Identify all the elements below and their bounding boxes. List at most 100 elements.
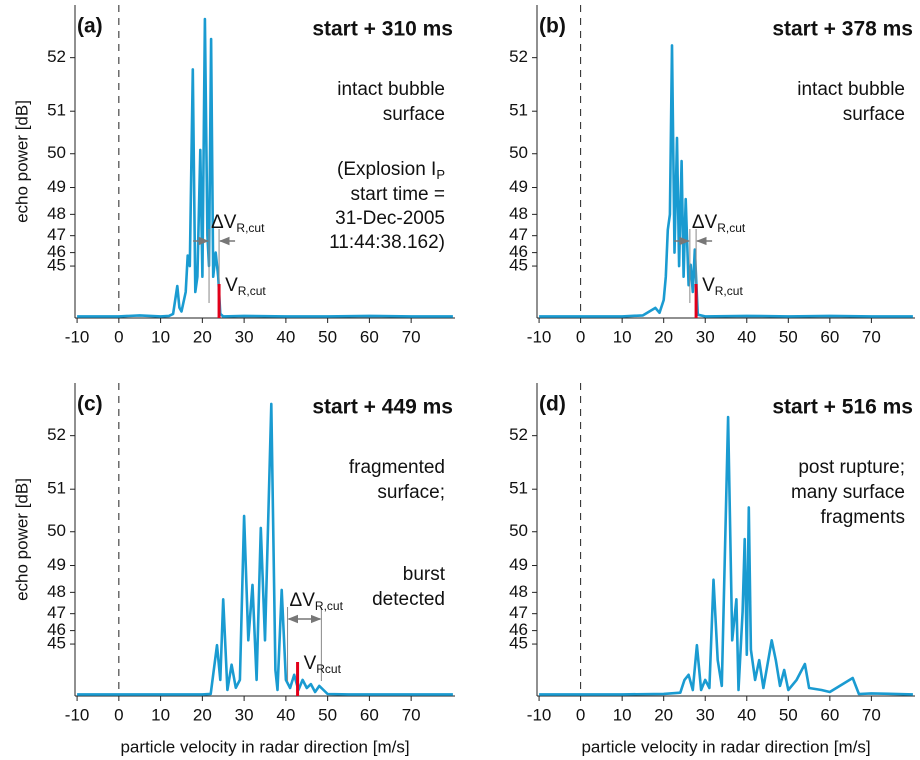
y-tick-label: 49 <box>47 177 66 196</box>
y-axis-label: echo power [dB] <box>12 478 31 601</box>
y-tick-label: 47 <box>47 603 66 622</box>
delta-label: ΔVR,cut <box>692 212 746 235</box>
x-tick-label: 50 <box>318 327 337 346</box>
y-tick-label: 51 <box>509 101 528 120</box>
y-tick-label: 45 <box>47 634 66 653</box>
x-tick-label: 40 <box>737 327 756 346</box>
echo-curve <box>77 17 453 318</box>
cut-label-main: V <box>702 275 715 296</box>
x-axis-label: particle velocity in radar direction [m/… <box>120 737 409 756</box>
x-tick-label: 60 <box>820 705 839 724</box>
note-line: fragments <box>821 507 905 528</box>
y-tick-label: 47 <box>509 225 528 244</box>
delta-label-main: ΔV <box>211 212 237 233</box>
note-line: many surface <box>791 482 905 503</box>
x-tick-label: -10 <box>65 327 90 346</box>
explosion-line: 31-Dec-2005 <box>335 208 445 229</box>
panel-label: (b) <box>539 15 566 38</box>
y-tick-label: 46 <box>47 620 66 639</box>
explosion-prefix: (Explosion I <box>337 159 436 180</box>
x-tick-label: 10 <box>151 327 170 346</box>
y-tick-label: 52 <box>47 47 66 66</box>
note-line: surface <box>843 104 905 125</box>
x-tick-label: 30 <box>235 705 254 724</box>
y-tick-label: 49 <box>47 555 66 574</box>
y-tick-label: 50 <box>47 521 66 540</box>
explosion-line: start time = <box>351 184 446 205</box>
x-tick-label: 0 <box>576 705 585 724</box>
x-tick-label: 70 <box>402 705 421 724</box>
x-tick-label: -10 <box>527 705 552 724</box>
x-tick-label: 50 <box>318 705 337 724</box>
echo-curve <box>539 44 913 318</box>
x-tick-label: 20 <box>654 327 673 346</box>
y-tick-label: 49 <box>509 555 528 574</box>
x-tick-label: 0 <box>114 705 123 724</box>
x-tick-label: 40 <box>737 705 756 724</box>
y-tick-label: 52 <box>509 47 528 66</box>
y-tick-label: 48 <box>509 582 528 601</box>
y-tick-label: 51 <box>47 479 66 498</box>
note-line: post rupture; <box>798 457 905 478</box>
x-tick-label: 10 <box>613 327 632 346</box>
panel-title: start + 516 ms <box>772 396 913 419</box>
y-tick-label: 50 <box>509 521 528 540</box>
panel-title: start + 310 ms <box>312 18 453 41</box>
x-tick-label: 40 <box>276 705 295 724</box>
y-tick-label: 47 <box>509 603 528 622</box>
echo-curve <box>539 415 913 696</box>
x-tick-label: 20 <box>193 327 212 346</box>
cut-label: VR,cut <box>702 275 743 298</box>
y-tick-label: 46 <box>509 242 528 261</box>
x-tick-label: 60 <box>820 327 839 346</box>
delta-label-sub: R,cut <box>236 221 265 235</box>
y-tick-label: 48 <box>509 204 528 223</box>
y-tick-label: 48 <box>47 582 66 601</box>
note-line: intact bubble <box>797 79 905 100</box>
delta-label: ΔVR,cut <box>290 590 344 613</box>
x-tick-label: 70 <box>862 327 881 346</box>
note-line: surface; <box>377 482 445 503</box>
note-line: fragmented <box>349 457 445 478</box>
y-tick-label: 50 <box>509 143 528 162</box>
panel-label: (d) <box>539 393 566 416</box>
y-tick-label: 46 <box>509 620 528 639</box>
panel-title: start + 378 ms <box>772 18 913 41</box>
y-tick-label: 51 <box>509 479 528 498</box>
y-tick-label: 46 <box>47 242 66 261</box>
y-tick-label: 45 <box>509 634 528 653</box>
y-tick-label: 48 <box>47 204 66 223</box>
explosion-line: 11:44:38.162) <box>329 232 445 253</box>
x-tick-label: 50 <box>779 705 798 724</box>
cut-label-sub: Rcut <box>316 662 341 676</box>
delta-label-sub: R,cut <box>315 599 344 613</box>
x-tick-label: 60 <box>360 327 379 346</box>
panel-label: (c) <box>77 393 103 416</box>
delta-label-sub: R,cut <box>717 221 746 235</box>
x-tick-label: 70 <box>862 705 881 724</box>
panel-label: (a) <box>77 15 103 38</box>
x-axis-label: particle velocity in radar direction [m/… <box>581 737 870 756</box>
x-tick-label: 30 <box>696 327 715 346</box>
alert-line: detected <box>372 589 445 610</box>
x-tick-label: 40 <box>276 327 295 346</box>
note-line: intact bubble <box>337 79 445 100</box>
note-line: surface <box>383 104 445 125</box>
y-tick-label: 45 <box>509 256 528 275</box>
x-tick-label: 0 <box>114 327 123 346</box>
y-tick-label: 45 <box>47 256 66 275</box>
x-tick-label: 20 <box>654 705 673 724</box>
cut-label-main: V <box>304 653 317 674</box>
delta-label-main: ΔV <box>692 212 718 233</box>
x-tick-label: -10 <box>527 327 552 346</box>
x-tick-label: 10 <box>613 705 632 724</box>
alert-line: burst <box>403 564 446 585</box>
cut-label: VR,cut <box>225 275 266 298</box>
y-tick-label: 50 <box>47 143 66 162</box>
x-tick-label: 30 <box>235 327 254 346</box>
y-tick-label: 52 <box>509 425 528 444</box>
cut-label-sub: R,cut <box>715 284 744 298</box>
y-tick-label: 51 <box>47 101 66 120</box>
x-tick-label: 10 <box>151 705 170 724</box>
